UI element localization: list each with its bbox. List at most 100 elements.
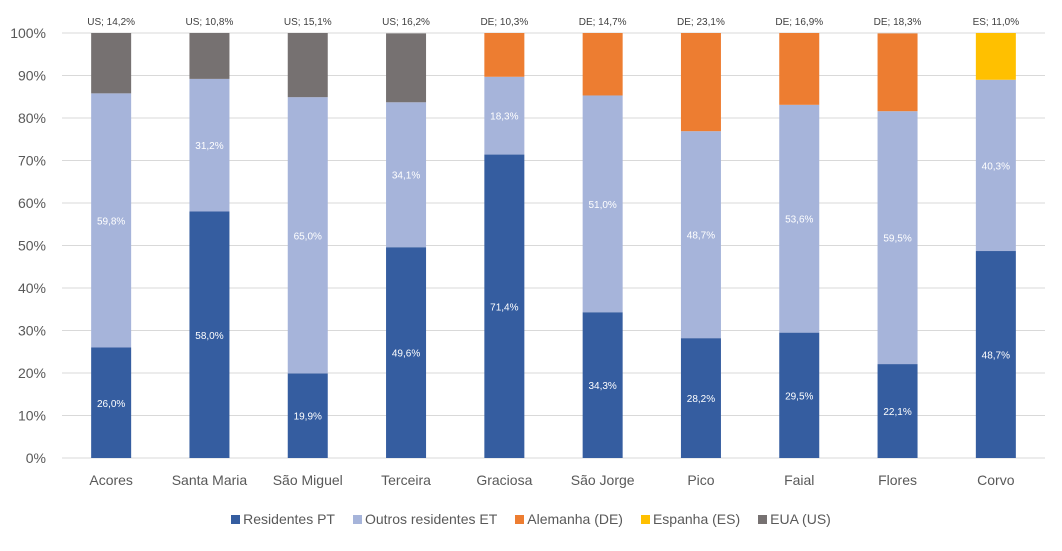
x-category-label: Santa Maria [172,472,248,488]
y-tick-label: 70% [18,153,46,169]
bar-segment-espanha-es [975,33,1016,80]
data-label: 71,4% [490,302,518,313]
bar-segment-residentes-pt [386,247,427,458]
bar-segment-residentes-pt [975,251,1016,458]
data-label: 26,0% [97,399,125,410]
data-label: 31,2% [195,141,223,152]
x-category-label: Terceira [381,472,431,488]
data-label: 59,8% [97,216,125,227]
data-label: US; 16,2% [382,17,430,28]
legend-item: Alemanha (DE) [515,511,623,527]
bar-segment-residentes-pt [877,364,918,458]
data-label: 22,1% [883,407,911,418]
data-label: US; 14,2% [87,17,135,28]
legend: Residentes PT Outros residentes ET Alemanh… [0,511,1062,527]
data-label: 34,1% [392,171,420,182]
bar-segment-eua-us [386,33,427,103]
legend-swatch [515,514,525,524]
y-tick-label: 40% [18,280,46,296]
y-axis: 0% 10% 20% 30% 40% 50% 60% 70% 80% 90% 100% [10,25,46,466]
data-label: 53,6% [785,215,813,226]
data-label: 18,3% [490,112,518,123]
x-axis: Acores Santa Maria São Miguel Terceira Graci… [89,472,1014,488]
legend-label: EUA (US) [770,511,831,527]
data-label: 48,7% [687,231,715,242]
legend-item: Residentes PT [231,511,335,527]
y-tick-label: 90% [18,68,46,84]
data-label: DE; 16,9% [775,17,823,28]
bar-segment-outros-residentes-et [91,93,132,348]
x-category-label: Graciosa [476,472,532,488]
data-label: DE; 18,3% [874,17,922,28]
x-category-label: São Jorge [571,472,635,488]
x-category-label: São Miguel [273,472,343,488]
data-label: DE; 10,3% [480,17,528,28]
data-label: 29,5% [785,391,813,402]
data-label: 34,3% [588,381,616,392]
legend-item: Outros residentes ET [352,511,498,527]
bar-segment-outros-residentes-et [386,102,427,248]
bar-segment-eua-us [91,33,132,94]
data-label: 59,5% [883,234,911,245]
legend-label: Espanha (ES) [652,511,741,527]
data-label: 19,9% [294,412,322,423]
data-label: 48,7% [982,351,1010,362]
y-tick-label: 60% [18,195,46,211]
bar-segment-outros-residentes-et [680,131,721,339]
bar-segment-outros-residentes-et [975,79,1016,252]
bar-segment-outros-residentes-et [287,97,328,374]
bar-segment-residentes-pt [91,347,132,458]
bars: 26,0% 59,8% US; 14,2% 58,0% 31,2% US; 10,8% 19… [87,17,1020,459]
y-tick-label: 50% [18,238,46,254]
bar-segment-residentes-pt [189,211,230,458]
data-label: US; 15,1% [284,17,332,28]
bar-segment-residentes-pt [484,154,525,459]
bar-segment-alemanha-de [582,33,623,96]
data-label: US; 10,8% [186,17,234,28]
x-category-label: Pico [687,472,714,488]
bar-segment-residentes-pt [779,332,820,458]
data-label: 58,0% [195,331,223,342]
bar-segment-residentes-pt [582,312,623,458]
bar-segment-residentes-pt [287,373,328,458]
x-category-label: Faial [784,472,814,488]
x-category-label: Corvo [977,472,1015,488]
bar-segment-outros-residentes-et [189,78,230,212]
legend-label: Outros residentes ET [364,511,498,527]
y-tick-label: 0% [26,450,46,466]
data-label: DE; 23,1% [677,17,725,28]
data-label: ES; 11,0% [973,17,1020,28]
data-label: DE; 14,7% [579,17,627,28]
legend-item: Espanha (ES) [640,511,741,527]
y-tick-label: 100% [10,25,46,41]
y-tick-label: 30% [18,323,46,339]
x-category-label: Flores [878,472,917,488]
data-label: 40,3% [982,161,1010,172]
legend-swatch [758,514,768,524]
bar-segment-outros-residentes-et [779,104,820,333]
bar-segment-eua-us [189,33,230,79]
legend-item: EUA (US) [758,511,831,527]
bar-segment-outros-residentes-et [484,76,525,155]
x-category-label: Acores [89,472,133,488]
legend-swatch [640,514,650,524]
bar-segment-residentes-pt [680,338,721,458]
data-label: 65,0% [294,231,322,242]
y-tick-label: 20% [18,365,46,381]
legend-label: Residentes PT [243,511,335,527]
bar-segment-alemanha-de [877,33,918,112]
legend-label: Alemanha (DE) [527,511,623,527]
bar-segment-alemanha-de [779,33,820,105]
bar-segment-eua-us [287,33,328,98]
data-label: 28,2% [687,394,715,405]
data-label: 49,6% [392,349,420,360]
bar-segment-alemanha-de [680,33,721,132]
y-tick-label: 10% [18,408,46,424]
bar-segment-alemanha-de [484,33,525,77]
bar-segment-outros-residentes-et [582,95,623,313]
legend-swatch [352,514,362,524]
y-tick-label: 80% [18,110,46,126]
bar-segment-outros-residentes-et [877,111,918,365]
data-label: 51,0% [588,200,616,211]
